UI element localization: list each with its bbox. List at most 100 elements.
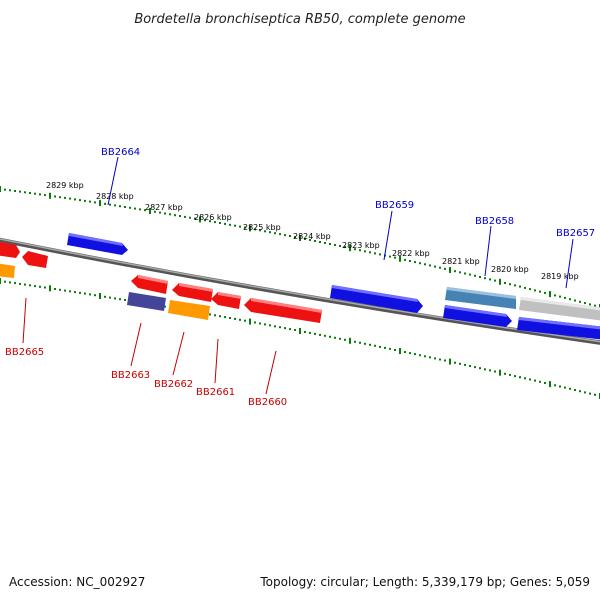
gene-label-bb2664[interactable]: BB2664 — [101, 147, 140, 158]
gene-bb2660-arrow[interactable] — [244, 298, 322, 323]
gene-bb2658-arrow[interactable] — [445, 287, 516, 309]
ruler-minor-tick — [129, 206, 131, 209]
gene-bb2661-arrow[interactable] — [211, 292, 241, 309]
ruler-minor-tick — [454, 361, 456, 364]
gene-bb2662-box[interactable] — [168, 300, 210, 320]
ruler-minor-tick — [369, 343, 371, 346]
gene-label-bb2662[interactable]: BB2662 — [154, 379, 193, 390]
gene-bb2659-arrow[interactable] — [330, 285, 423, 313]
ruler-minor-tick — [229, 317, 231, 319]
gene-label-bb2659[interactable]: BB2659 — [375, 200, 414, 211]
ruler-minor-tick — [19, 282, 21, 285]
ruler-minor-tick — [389, 347, 391, 350]
ruler-minor-tick — [274, 325, 276, 328]
ruler-minor-tick — [414, 353, 416, 356]
ruler-minor-tick — [114, 204, 116, 207]
ruler-minor-tick — [279, 326, 281, 329]
ruler-minor-tick — [119, 205, 121, 208]
ruler-minor-tick — [259, 229, 261, 232]
ruler-major-tick — [349, 337, 351, 344]
ruler-minor-tick — [559, 295, 561, 298]
ruler-minor-tick — [74, 291, 76, 294]
ruler-minor-tick — [309, 239, 311, 241]
ruler-minor-tick — [489, 369, 491, 372]
ruler-minor-tick — [584, 391, 586, 394]
ruler-minor-tick — [214, 221, 216, 224]
ruler-minor-tick — [564, 386, 566, 389]
gene-bb2663-box[interactable] — [127, 292, 166, 311]
ruler-minor-tick — [94, 294, 96, 297]
ruler-minor-tick — [79, 199, 81, 202]
ruler-minor-tick — [214, 314, 216, 317]
genome-backbone — [0, 237, 600, 345]
ruler-minor-tick — [269, 231, 271, 234]
gene-labels-forward: BB2664 BB2659 BB2658 BB2657 — [101, 147, 595, 239]
ruler-minor-tick — [304, 331, 306, 333]
ruler-minor-tick — [134, 207, 136, 210]
ruler-minor-tick — [339, 245, 341, 247]
gene-label-bb2658[interactable]: BB2658 — [475, 216, 514, 227]
ruler-major-tick — [499, 369, 501, 376]
ruler-minor-tick — [64, 196, 66, 199]
ruler-ring-outer — [0, 186, 600, 310]
ruler-minor-tick — [564, 296, 566, 299]
gene-bb2662-arrow[interactable] — [172, 283, 213, 302]
ruler-minor-tick — [414, 261, 416, 264]
ruler-minor-tick — [444, 359, 446, 362]
ruler-minor-tick — [354, 248, 356, 251]
ruler-minor-tick — [204, 219, 206, 222]
ruler-major-tick — [99, 200, 101, 207]
ruler-minor-tick — [574, 389, 576, 391]
ruler-major-tick — [549, 381, 551, 388]
ruler-minor-tick — [284, 327, 286, 330]
gene-partial-left-orange[interactable] — [0, 263, 15, 278]
ruler-minor-tick — [434, 357, 436, 360]
ruler-minor-tick — [184, 215, 186, 218]
ruler-minor-tick — [304, 238, 306, 240]
ruler-major-tick — [449, 358, 451, 365]
ruler-minor-tick — [294, 236, 296, 238]
ruler-major-tick — [49, 285, 51, 292]
gene-label-bb2661[interactable]: BB2661 — [196, 387, 235, 398]
ruler-major-tick — [0, 278, 1, 284]
gene-label-bb2657[interactable]: BB2657 — [556, 228, 595, 239]
ruler-minor-tick — [459, 362, 461, 365]
ruler-minor-tick — [529, 288, 531, 291]
ruler-minor-tick — [404, 258, 406, 261]
ruler-labels: 2829 kbp 2828 kbp 2827 kbp 2826 kbp 2825… — [46, 181, 579, 281]
gene-bb2665-partial-arrow[interactable] — [22, 251, 48, 268]
ruler-minor-tick — [254, 228, 256, 231]
ruler-minor-tick — [424, 263, 426, 266]
ruler-minor-tick — [329, 335, 331, 338]
gene-bb2663-arrow[interactable] — [131, 275, 168, 294]
leader-line-bb2662 — [172, 331, 185, 376]
genome-summary-text: Topology: circular; Length: 5,339,179 bp… — [259, 575, 590, 589]
ruler-minor-tick — [504, 372, 506, 375]
ruler-minor-tick — [389, 255, 391, 258]
ruler-minor-tick — [419, 354, 421, 357]
ruler-minor-tick — [24, 191, 26, 194]
gene-bb2659-lower-arrow[interactable] — [443, 305, 512, 327]
ruler-minor-tick — [239, 318, 241, 321]
ruler-minor-tick — [44, 286, 46, 289]
gene-bb2664-arrow[interactable] — [67, 233, 128, 255]
gene-label-bb2665[interactable]: BB2665 — [5, 347, 44, 358]
ruler-major-tick — [299, 235, 301, 241]
ruler-minor-tick — [139, 208, 141, 211]
ruler-minor-tick — [324, 242, 326, 244]
ruler-minor-tick — [569, 387, 571, 390]
gene-bb2657-lower-arrow[interactable] — [517, 317, 600, 340]
ruler-minor-tick — [454, 270, 456, 273]
gene-leader-lines — [22, 156, 574, 395]
ruler-minor-tick — [544, 382, 546, 384]
gene-label-bb2660[interactable]: BB2660 — [248, 397, 287, 408]
ruler-minor-tick — [19, 190, 21, 193]
ruler-minor-tick — [94, 201, 96, 204]
gene-bb2657-arrow[interactable] — [519, 297, 600, 321]
ruler-minor-tick — [404, 351, 406, 353]
ruler-minor-tick — [59, 288, 61, 291]
gene-partial-left-arrow[interactable] — [0, 241, 20, 258]
leader-line-bb2658 — [484, 225, 492, 277]
gene-label-bb2663[interactable]: BB2663 — [111, 370, 150, 381]
ruler-major-tick — [549, 291, 551, 298]
